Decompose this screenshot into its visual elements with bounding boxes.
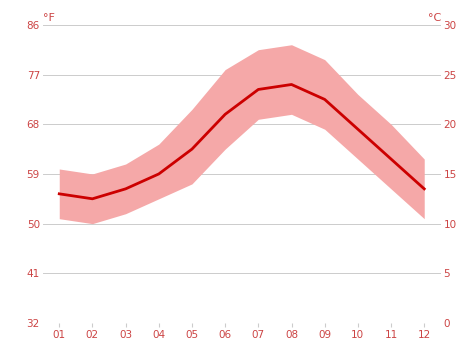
Text: °C: °C [428,13,441,23]
Text: °F: °F [43,13,55,23]
